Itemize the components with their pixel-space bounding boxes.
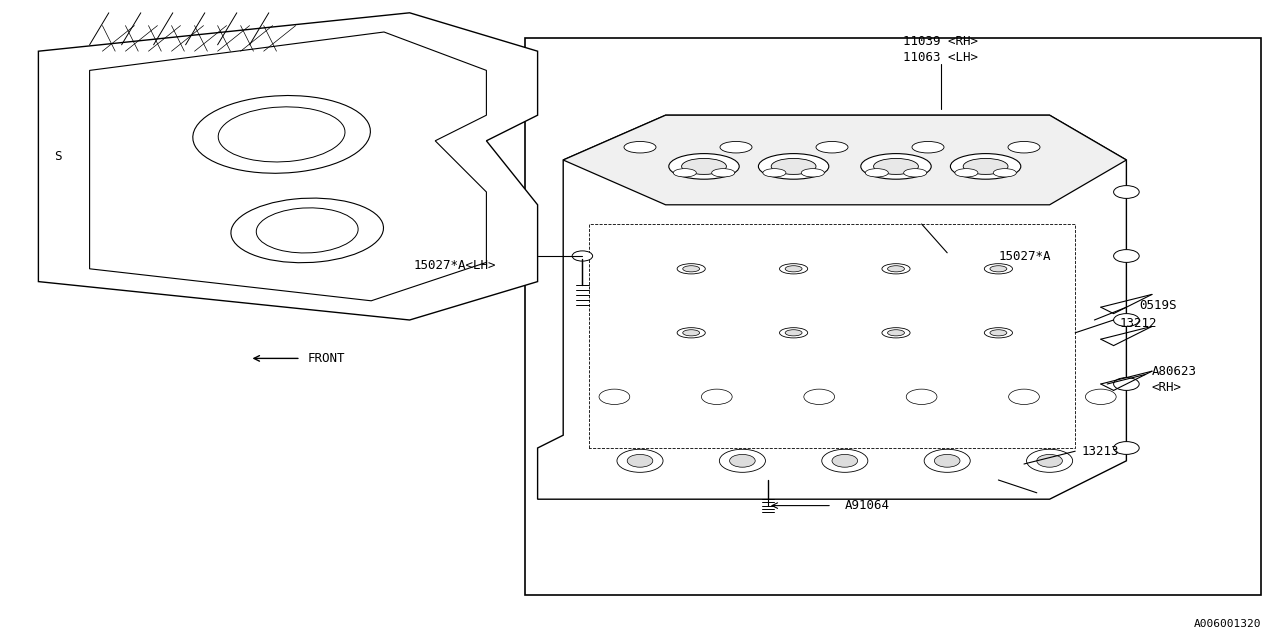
Circle shape	[617, 449, 663, 472]
Circle shape	[627, 454, 653, 467]
Ellipse shape	[904, 169, 927, 177]
Ellipse shape	[785, 330, 803, 336]
Polygon shape	[563, 115, 1126, 205]
Circle shape	[1114, 186, 1139, 198]
Text: A80623: A80623	[1152, 365, 1197, 378]
Polygon shape	[538, 115, 1126, 499]
Text: 11039 <RH>: 11039 <RH>	[904, 35, 978, 48]
Circle shape	[906, 389, 937, 404]
Ellipse shape	[911, 141, 945, 153]
Circle shape	[822, 449, 868, 472]
Ellipse shape	[256, 208, 358, 253]
Circle shape	[832, 454, 858, 467]
Text: 0519S: 0519S	[1139, 300, 1176, 312]
Circle shape	[1114, 442, 1139, 454]
Ellipse shape	[785, 266, 803, 272]
Ellipse shape	[668, 154, 740, 179]
Ellipse shape	[218, 107, 346, 162]
Ellipse shape	[955, 169, 978, 177]
Ellipse shape	[712, 169, 735, 177]
Circle shape	[804, 389, 835, 404]
Polygon shape	[38, 13, 538, 320]
Text: A006001320: A006001320	[1193, 619, 1261, 629]
Text: S: S	[54, 150, 61, 163]
Text: 15027*A<LH>: 15027*A<LH>	[413, 259, 495, 272]
Ellipse shape	[780, 328, 808, 338]
Ellipse shape	[801, 169, 824, 177]
Ellipse shape	[780, 264, 808, 274]
Ellipse shape	[719, 141, 753, 153]
Ellipse shape	[230, 198, 384, 262]
Circle shape	[934, 454, 960, 467]
Circle shape	[572, 251, 593, 261]
Text: A91064: A91064	[845, 499, 890, 512]
Ellipse shape	[874, 159, 919, 175]
Ellipse shape	[860, 154, 932, 179]
Ellipse shape	[673, 169, 696, 177]
Ellipse shape	[963, 159, 1009, 175]
Bar	[525, 38, 1261, 595]
Circle shape	[1114, 250, 1139, 262]
Ellipse shape	[1009, 141, 1039, 153]
Circle shape	[1027, 449, 1073, 472]
Circle shape	[1037, 454, 1062, 467]
Ellipse shape	[817, 141, 849, 153]
Ellipse shape	[993, 169, 1016, 177]
Ellipse shape	[682, 266, 700, 272]
Ellipse shape	[989, 330, 1007, 336]
Ellipse shape	[682, 159, 727, 175]
Circle shape	[719, 449, 765, 472]
Text: <RH>: <RH>	[1152, 381, 1181, 394]
Circle shape	[701, 389, 732, 404]
Ellipse shape	[882, 328, 910, 338]
Ellipse shape	[984, 264, 1012, 274]
Ellipse shape	[763, 169, 786, 177]
Text: FRONT: FRONT	[307, 352, 344, 365]
Ellipse shape	[677, 264, 705, 274]
Ellipse shape	[625, 141, 657, 153]
Circle shape	[1009, 389, 1039, 404]
Ellipse shape	[887, 266, 905, 272]
Ellipse shape	[984, 328, 1012, 338]
Circle shape	[1114, 378, 1139, 390]
Ellipse shape	[682, 330, 700, 336]
Circle shape	[924, 449, 970, 472]
Circle shape	[1085, 389, 1116, 404]
Ellipse shape	[758, 154, 829, 179]
Ellipse shape	[865, 169, 888, 177]
Ellipse shape	[677, 328, 705, 338]
Text: 15027*A: 15027*A	[998, 250, 1051, 262]
Ellipse shape	[882, 264, 910, 274]
Ellipse shape	[950, 154, 1021, 179]
Circle shape	[1114, 314, 1139, 326]
Text: 13212: 13212	[1120, 317, 1157, 330]
Ellipse shape	[771, 159, 817, 175]
Polygon shape	[90, 32, 486, 301]
Circle shape	[730, 454, 755, 467]
Ellipse shape	[887, 330, 905, 336]
Ellipse shape	[989, 266, 1007, 272]
Ellipse shape	[193, 95, 370, 173]
Text: 13213: 13213	[1082, 445, 1119, 458]
Circle shape	[599, 389, 630, 404]
Text: 11063 <LH>: 11063 <LH>	[904, 51, 978, 64]
